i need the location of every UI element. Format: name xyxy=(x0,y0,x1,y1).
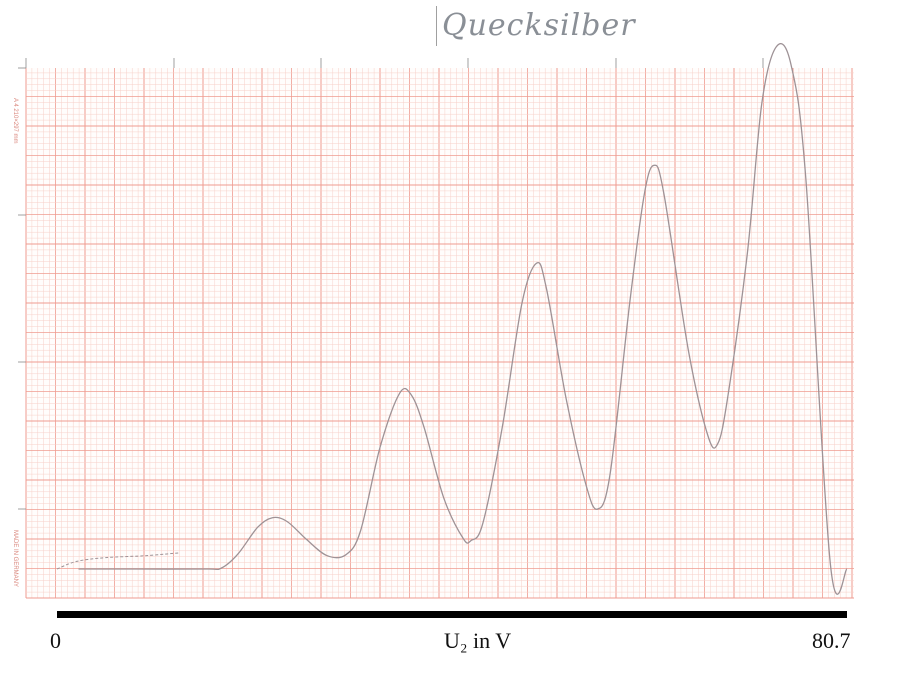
x-tick-label-start: 0 xyxy=(50,628,61,653)
x-axis-bar xyxy=(57,611,847,618)
series-line-dashed xyxy=(56,552,180,570)
chart-title: Quecksilber xyxy=(442,8,636,43)
graph-paper-grid xyxy=(18,58,854,599)
series-line-main xyxy=(78,43,848,595)
curve-layer xyxy=(56,43,848,595)
title-margin-mark xyxy=(436,6,437,46)
graph-paper-background xyxy=(26,68,854,598)
x-tick-label-end: 80.7 xyxy=(812,628,851,653)
x-axis-label: U₂ in V xyxy=(444,628,512,653)
